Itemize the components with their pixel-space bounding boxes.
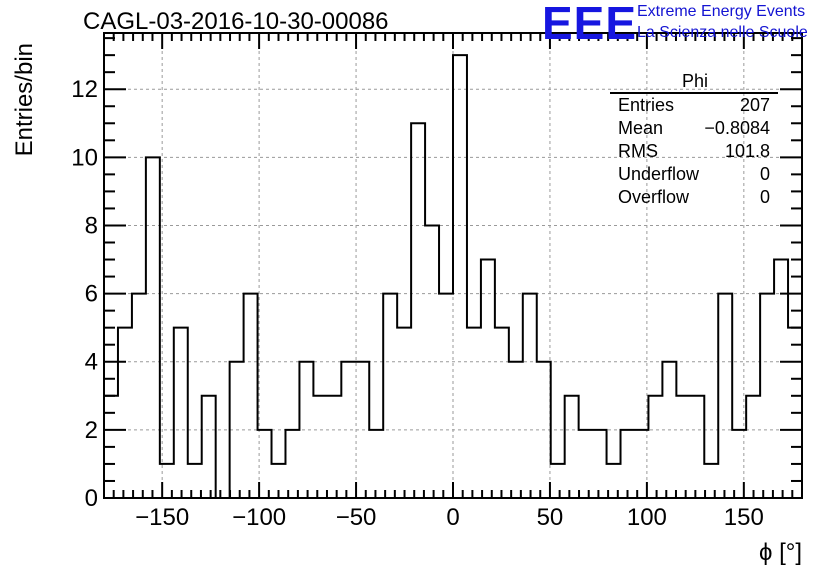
histogram-bin bbox=[439, 294, 453, 498]
stats-box-name: Phi bbox=[681, 71, 708, 91]
stats-value: 0 bbox=[759, 164, 770, 184]
histogram-bin bbox=[676, 396, 690, 498]
histogram-bin bbox=[662, 362, 676, 498]
x-tick-label: −150 bbox=[135, 504, 189, 531]
logo-line-1: Extreme Energy Events bbox=[637, 3, 806, 20]
x-axis-label: ϕ [°] bbox=[759, 539, 802, 566]
histogram-outline bbox=[103, 54, 803, 499]
histogram-bin bbox=[732, 430, 746, 498]
x-tick-label: −100 bbox=[232, 504, 286, 531]
stats-value: 101.8 bbox=[724, 141, 770, 161]
stats-label: Overflow bbox=[618, 187, 690, 207]
histogram-bin bbox=[327, 396, 341, 498]
histogram-bin bbox=[146, 157, 160, 498]
stats-value: 0 bbox=[759, 187, 770, 207]
histogram-bin bbox=[648, 396, 662, 498]
histogram-bin bbox=[174, 328, 188, 498]
stats-row: Mean −0.8084 bbox=[612, 117, 778, 140]
eee-logo: EEE bbox=[542, 0, 638, 49]
histogram-bin bbox=[299, 362, 313, 498]
x-tick-label: 50 bbox=[537, 504, 564, 531]
y-tick-label: 2 bbox=[85, 417, 98, 444]
stats-row: Entries 207 bbox=[612, 94, 778, 117]
stats-row: Underflow 0 bbox=[612, 163, 778, 186]
histogram-bin bbox=[509, 362, 523, 498]
histogram-bin bbox=[118, 328, 132, 498]
y-axis-label: Entries/bin bbox=[11, 43, 38, 156]
stats-label: Entries bbox=[618, 95, 675, 115]
histogram-bin bbox=[718, 294, 732, 498]
histogram-bin bbox=[104, 396, 118, 498]
x-tick-label: −50 bbox=[336, 504, 377, 531]
histogram-bin bbox=[523, 294, 537, 498]
histogram-bin bbox=[453, 55, 467, 498]
stats-row: RMS 101.8 bbox=[612, 140, 778, 163]
histogram-bin bbox=[537, 362, 551, 498]
histogram-bin bbox=[593, 430, 607, 498]
histogram-bin bbox=[285, 430, 299, 498]
stats-box: Phi Entries 207 Mean −0.8084 RMS 101.8 U… bbox=[610, 70, 778, 210]
histogram-bin bbox=[230, 362, 244, 498]
histogram-bin bbox=[607, 464, 621, 498]
histogram-bin bbox=[746, 396, 760, 498]
histogram-bin bbox=[383, 294, 397, 498]
histogram-bin bbox=[788, 328, 802, 498]
plot-frame bbox=[103, 32, 803, 499]
histogram-bin bbox=[551, 464, 565, 498]
chart-title: CAGL-03-2016-10-30-00086 bbox=[83, 8, 389, 35]
tick-labels: −150 −100 −50 0 50 100 150 0 2 4 6 8 10 12 bbox=[71, 76, 764, 531]
histogram-bin bbox=[621, 430, 635, 498]
stats-value: −0.8084 bbox=[704, 118, 770, 138]
logo-line-2: La Scienza nelle Scuole bbox=[637, 24, 808, 41]
histogram-bin bbox=[411, 123, 425, 498]
stats-label: RMS bbox=[618, 141, 658, 161]
x-tick-label: 150 bbox=[724, 504, 764, 531]
histogram-bin bbox=[202, 396, 216, 498]
y-tick-label: 10 bbox=[71, 144, 98, 171]
histogram-bin bbox=[495, 328, 509, 498]
histogram-bin bbox=[244, 294, 258, 498]
histogram-bin bbox=[132, 294, 146, 498]
histogram-bin bbox=[467, 328, 481, 498]
stats-row: Overflow 0 bbox=[612, 186, 778, 209]
y-tick-label: 6 bbox=[85, 281, 98, 308]
x-tick-label: 0 bbox=[446, 504, 459, 531]
stats-value: 207 bbox=[739, 95, 770, 115]
histogram-bin bbox=[579, 430, 593, 498]
histogram-bin bbox=[690, 396, 704, 498]
histogram-bin bbox=[565, 396, 579, 498]
histogram-bin bbox=[397, 328, 411, 498]
y-tick-label: 8 bbox=[85, 212, 98, 239]
histogram-bin bbox=[313, 396, 327, 498]
histogram-bin bbox=[634, 430, 648, 498]
stats-label: Mean bbox=[618, 118, 664, 138]
y-tick-label: 12 bbox=[71, 76, 98, 103]
histogram-bin bbox=[272, 464, 286, 498]
histogram-bin bbox=[760, 294, 774, 498]
stats-box-rule bbox=[610, 92, 778, 94]
histogram-bin bbox=[369, 430, 383, 498]
histogram-bin bbox=[481, 260, 495, 498]
stats-label: Underflow bbox=[618, 164, 700, 184]
y-tick-label: 4 bbox=[85, 349, 98, 376]
histogram-bin bbox=[425, 225, 439, 498]
y-tick-label: 0 bbox=[85, 485, 98, 512]
histogram-bin bbox=[188, 464, 202, 498]
histogram-bin bbox=[160, 464, 174, 498]
histogram-bin bbox=[704, 464, 718, 498]
x-tick-label: 100 bbox=[627, 504, 667, 531]
histogram-bin bbox=[355, 362, 369, 498]
histogram-bin bbox=[258, 430, 272, 498]
axis-ticks bbox=[104, 33, 802, 498]
histogram-bin bbox=[341, 362, 355, 498]
histogram-bin bbox=[774, 260, 788, 498]
